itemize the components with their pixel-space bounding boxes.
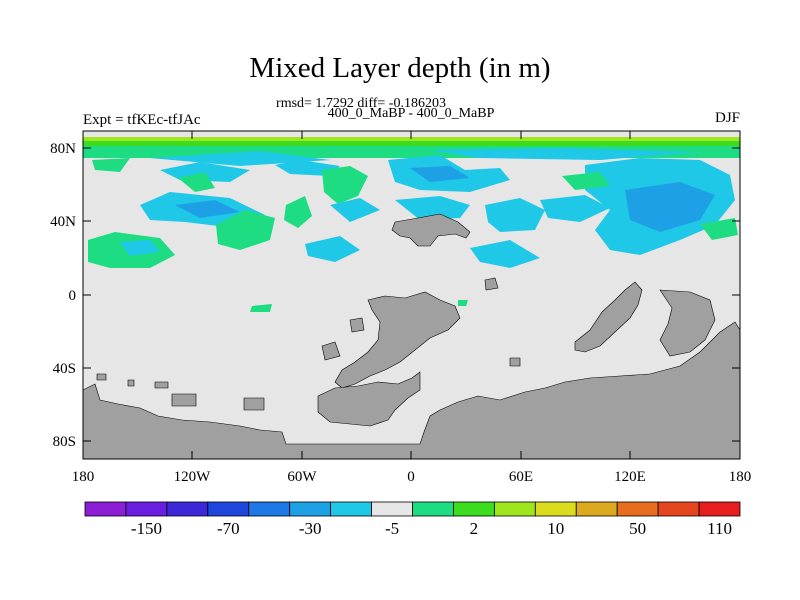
colorbar-swatch: [248, 501, 291, 517]
season-label: DJF: [714, 110, 740, 126]
stats-text: rmsd= 1.7292 diff= -0.186203: [276, 96, 446, 111]
colorbar-label: 10: [547, 519, 564, 538]
colorbar-swatch: [330, 501, 372, 517]
period-text: 400_0_MaBP - 400_0_MaBP: [327, 106, 495, 121]
lon-tick-label: 120E: [614, 469, 646, 485]
lon-tick-label: 120W: [174, 469, 212, 485]
lon-tick-label: 60W: [287, 469, 317, 485]
lon-tick-label: 60E: [509, 469, 533, 485]
longitude-axis: [82, 131, 741, 459]
lat-tick-label: 0: [69, 288, 77, 304]
lat-tick-label: 80N: [50, 141, 76, 157]
experiment-label: Expt = tfKEc-tfJAc: [83, 112, 201, 128]
colorbar-label: 110: [707, 519, 732, 538]
anomaly-patches: [88, 155, 738, 312]
colorbar: [84, 501, 741, 517]
colorbar-swatch: [534, 501, 577, 517]
colorbar-label: -5: [385, 519, 399, 538]
lat-tick-label: 80S: [53, 434, 76, 450]
colorbar-swatch: [125, 501, 168, 517]
colorbar-label: 50: [629, 519, 646, 538]
colorbar-swatch: [657, 501, 700, 517]
latitude-axis: [83, 147, 740, 442]
colorbar-swatch: [616, 501, 659, 517]
lat-tick-label: 40N: [50, 214, 76, 230]
colorbar-swatch: [453, 501, 495, 517]
colorbar-swatch: [166, 501, 209, 517]
lon-tick-label: 180: [729, 469, 752, 485]
colorbar-label: -150: [131, 519, 162, 538]
colorbar-swatch: [493, 501, 536, 517]
lon-tick-label: 180: [72, 469, 95, 485]
map-title: Mixed Layer depth (in m): [249, 52, 551, 84]
colorbar-label: -30: [299, 519, 322, 538]
land-masses: [82, 213, 741, 460]
colorbar-swatch: [84, 501, 127, 517]
arctic-band: [83, 137, 740, 166]
lon-tick-label: 0: [407, 469, 415, 485]
colorbar-swatch: [412, 501, 454, 517]
colorbar-swatch: [371, 501, 413, 517]
colorbar-swatch: [575, 501, 618, 517]
colorbar-swatch: [207, 501, 250, 517]
colorbar-swatch: [698, 501, 741, 517]
colorbar-label: -70: [217, 519, 240, 538]
colorbar-label: 2: [470, 519, 479, 538]
colorbar-swatch: [289, 501, 332, 517]
lat-tick-label: 40S: [53, 361, 76, 377]
